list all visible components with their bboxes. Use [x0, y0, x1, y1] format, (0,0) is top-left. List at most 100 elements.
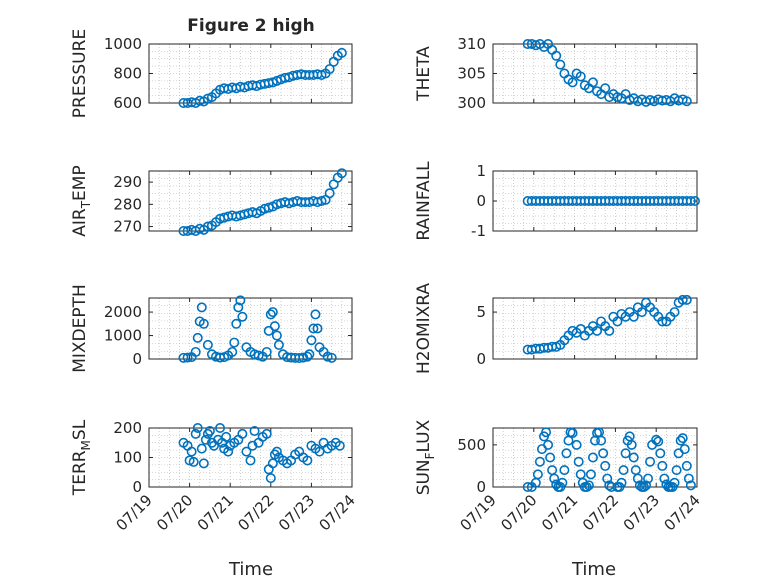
data-point	[267, 458, 278, 469]
data-point	[561, 448, 572, 459]
data-point	[326, 352, 337, 363]
data-point	[549, 473, 560, 484]
data-point	[547, 465, 558, 476]
x-tick-label: 07/24	[661, 491, 704, 534]
data-point	[237, 428, 248, 439]
data-point	[547, 44, 558, 55]
y-axis-label: AIRTEMP	[70, 165, 93, 236]
x-axis-label-right: Time	[571, 559, 616, 580]
data-point	[643, 473, 654, 484]
data-point	[602, 473, 613, 484]
x-tick-label: 07/24	[316, 491, 359, 534]
axes-box	[148, 170, 353, 232]
data-point	[581, 481, 592, 492]
y-tick-label: 5	[476, 303, 486, 321]
data-point	[681, 460, 692, 471]
data-point	[233, 302, 244, 313]
data-point	[229, 337, 240, 348]
data-point	[215, 422, 226, 433]
data-point	[685, 480, 696, 491]
data-point	[265, 309, 276, 320]
x-tick-label: 07/22	[234, 491, 277, 534]
data-point	[675, 435, 686, 446]
subplot-pressure: 600 800 1000 PRESSURE	[70, 29, 353, 118]
data-point	[204, 425, 215, 436]
y-axis-label: RAINFALL	[414, 161, 434, 241]
data-point	[567, 77, 578, 88]
data-point	[683, 473, 694, 484]
data-point	[573, 456, 584, 467]
data-point	[559, 68, 570, 79]
y-axis-label: H2OMIXRA	[414, 283, 434, 374]
data-point	[253, 350, 264, 361]
data-point	[261, 428, 272, 439]
data-point	[638, 481, 649, 492]
data-series	[178, 422, 345, 484]
data-point	[669, 307, 680, 318]
data-point	[308, 323, 319, 334]
data-point	[653, 436, 664, 447]
grid	[148, 427, 353, 488]
x-tick-label: 07/20	[153, 491, 196, 534]
data-point	[267, 307, 278, 318]
data-point	[632, 473, 643, 484]
data-point	[316, 196, 327, 207]
data-point	[182, 352, 193, 363]
y-tick-label: 500	[457, 436, 486, 454]
data-point	[645, 456, 656, 467]
data-point	[685, 196, 696, 207]
data-point	[188, 456, 199, 467]
data-point	[261, 346, 272, 357]
data-point	[681, 294, 692, 305]
data-point	[192, 332, 203, 343]
x-tick-label: 07/19	[457, 491, 500, 534]
y-tick-label: 1000	[104, 327, 142, 345]
data-point	[334, 440, 345, 451]
data-point	[567, 428, 578, 439]
y-tick-label: 0	[132, 350, 142, 368]
data-point	[600, 460, 611, 471]
x-tick-label: 07/20	[497, 491, 540, 534]
data-point	[657, 316, 668, 327]
data-point	[598, 448, 609, 459]
data-point	[651, 434, 662, 445]
data-series	[178, 47, 347, 109]
data-point	[202, 221, 213, 232]
data-point	[677, 433, 688, 444]
data-point	[247, 440, 258, 451]
data-point	[263, 202, 274, 213]
data-point	[263, 325, 274, 336]
y-tick-label: 800	[113, 65, 142, 83]
data-point	[310, 309, 321, 320]
data-point	[302, 455, 313, 466]
y-tick-label: 290	[113, 173, 142, 191]
subplot-theta: 300 305 310 THETA	[414, 35, 698, 112]
data-point	[328, 56, 339, 67]
data-point	[636, 307, 647, 318]
data-point	[620, 448, 631, 459]
data-point	[679, 444, 690, 455]
data-point	[202, 339, 213, 350]
data-point	[532, 469, 543, 480]
y-axis-label: MIXDEPTH	[70, 284, 90, 373]
y-tick-label: 305	[457, 65, 486, 83]
y-tick-label: 0	[476, 478, 486, 496]
y-tick-label: 0	[132, 478, 142, 496]
data-point	[551, 50, 562, 61]
axes-box	[148, 297, 353, 360]
data-point	[628, 452, 639, 463]
data-point	[312, 323, 323, 334]
figure-title: Figure 2 high	[187, 16, 315, 36]
y-axis-label: THETA	[414, 46, 434, 102]
data-point	[557, 477, 568, 488]
data-point	[265, 473, 276, 484]
data-series	[522, 38, 692, 107]
x-tick-label: 07/19	[113, 491, 156, 534]
data-series	[522, 427, 696, 492]
data-point	[227, 346, 238, 357]
data-point	[273, 339, 284, 350]
y-tick-label: 100	[113, 449, 142, 467]
